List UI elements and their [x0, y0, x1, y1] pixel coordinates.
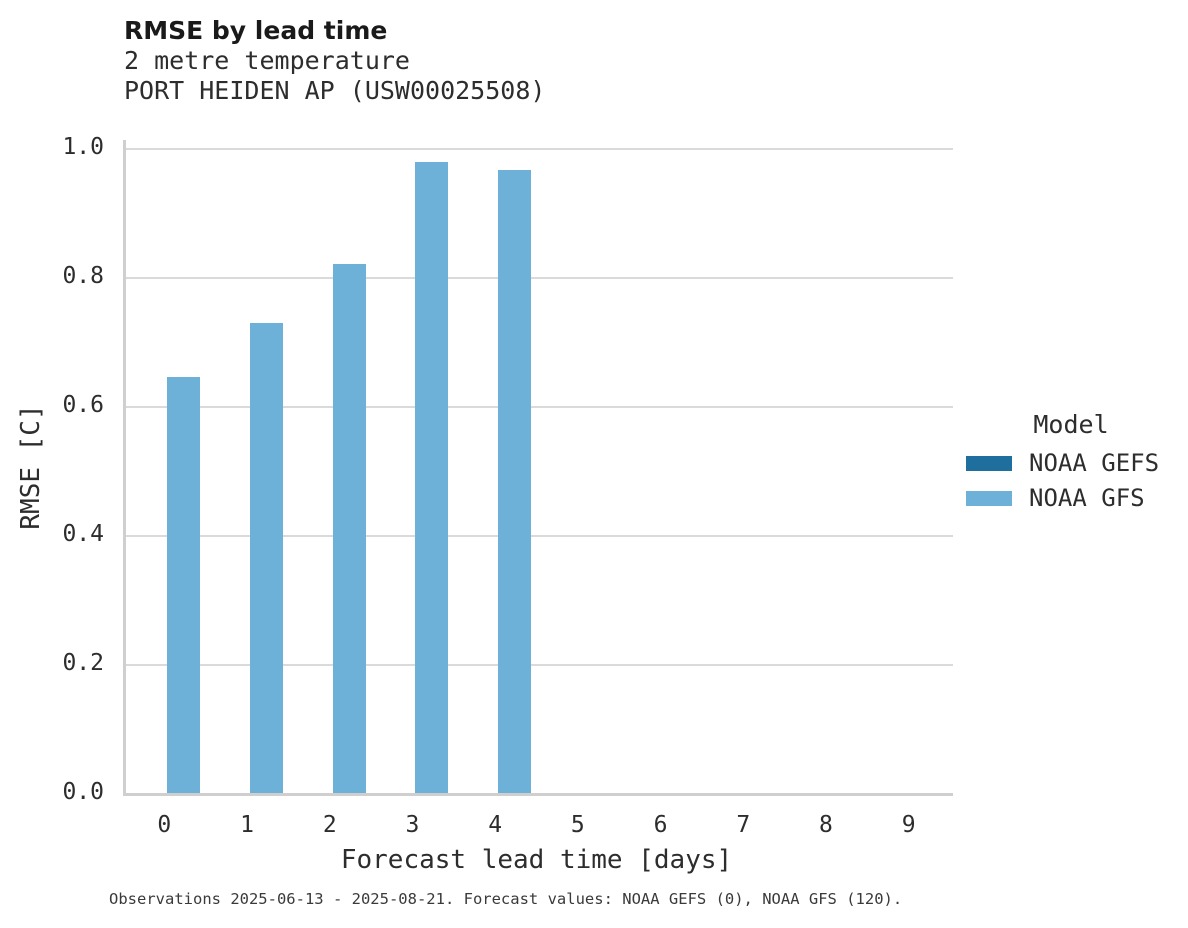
y-tick-0.2: 0.2 [62, 649, 104, 676]
gridline-y-0.2 [126, 664, 953, 666]
caption: Observations 2025-06-13 - 2025-08-21. Fo… [109, 890, 903, 908]
x-tick-7: 7 [736, 812, 751, 838]
title-block: RMSE by lead time 2 metre temperature PO… [124, 16, 545, 106]
gridline-y-0.8 [126, 277, 953, 279]
x-tick-1: 1 [240, 812, 254, 838]
legend-swatch-icon [966, 490, 1012, 506]
legend-item-noaa-gfs: NOAA GFS [966, 484, 1176, 512]
legend-items: NOAA GEFS NOAA GFS [966, 449, 1176, 512]
legend-label: NOAA GEFS [1029, 449, 1160, 477]
gridline-y-1.0 [126, 148, 953, 150]
x-tick-0: 0 [157, 812, 172, 838]
x-tick-2: 2 [322, 812, 337, 838]
x-tick-4: 4 [488, 812, 503, 838]
x-axis-label: Forecast lead time [days] [340, 845, 733, 875]
legend-title: Model [1033, 410, 1109, 439]
y-tick-0.4: 0.4 [62, 520, 104, 547]
x-tick-9: 9 [901, 812, 916, 838]
x-tick-3: 3 [405, 812, 420, 838]
legend-label: NOAA GFS [1029, 484, 1145, 512]
y-axis-label: RMSE [C] [16, 404, 46, 530]
bar-noaa-gfs-day-2 [332, 264, 366, 793]
bar-noaa-gfs-day-4 [498, 170, 532, 793]
y-tick-1.0: 1.0 [62, 133, 104, 160]
chart-title: RMSE by lead time [124, 16, 388, 45]
legend-item-noaa-gefs: NOAA GEFS [966, 449, 1176, 477]
plot-area [123, 140, 953, 796]
legend-swatch-icon [966, 455, 1012, 471]
bar-noaa-gfs-day-0 [167, 377, 201, 793]
x-tick-8: 8 [819, 812, 833, 838]
y-tick-0.0: 0.0 [62, 778, 104, 805]
gridline-y-0.4 [126, 535, 953, 537]
x-tick-5: 5 [570, 812, 585, 838]
bar-noaa-gfs-day-3 [415, 162, 449, 793]
bar-noaa-gfs-day-1 [250, 323, 284, 793]
y-tick-0.8: 0.8 [62, 262, 104, 289]
y-tick-0.6: 0.6 [62, 391, 104, 418]
chart-subtitle-variable: 2 metre temperature [124, 46, 410, 75]
legend: Model NOAA GEFS NOAA GFS [966, 410, 1176, 525]
x-tick-6: 6 [653, 812, 668, 838]
gridline-y-0.6 [126, 406, 953, 408]
chart-subtitle-station: PORT HEIDEN AP (USW00025508) [124, 76, 546, 105]
